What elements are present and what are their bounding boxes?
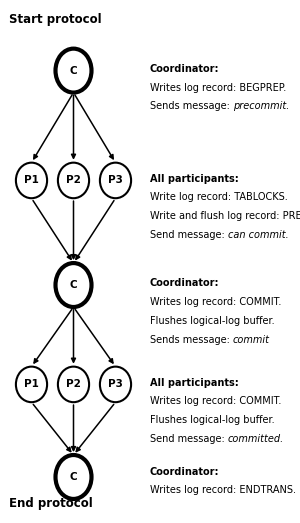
Text: C: C xyxy=(70,65,77,76)
Text: P3: P3 xyxy=(108,379,123,390)
Text: Flushes logical-log buffer.: Flushes logical-log buffer. xyxy=(150,415,274,425)
Text: Sends message:: Sends message: xyxy=(150,101,233,111)
Text: committed.: committed. xyxy=(228,434,284,444)
Text: Write and flush log record: PREPARE.: Write and flush log record: PREPARE. xyxy=(150,211,300,221)
Text: P3: P3 xyxy=(108,175,123,186)
Text: C: C xyxy=(70,280,77,290)
Ellipse shape xyxy=(56,49,92,93)
Text: Writes log record: COMMIT.: Writes log record: COMMIT. xyxy=(150,396,281,406)
Text: Writes log record: BEGPREP.: Writes log record: BEGPREP. xyxy=(150,83,286,93)
Text: End protocol: End protocol xyxy=(9,497,93,510)
Text: Coordinator:: Coordinator: xyxy=(150,467,220,476)
Ellipse shape xyxy=(58,367,89,402)
Text: commit: commit xyxy=(233,335,270,345)
Text: P2: P2 xyxy=(66,379,81,390)
Ellipse shape xyxy=(56,455,92,499)
Text: Coordinator:: Coordinator: xyxy=(150,278,220,288)
Text: Coordinator:: Coordinator: xyxy=(150,64,220,74)
Text: P2: P2 xyxy=(66,175,81,186)
Text: Writes log record: ENDTRANS.: Writes log record: ENDTRANS. xyxy=(150,485,296,495)
Text: Sends message:: Sends message: xyxy=(150,335,233,345)
Text: can commit.: can commit. xyxy=(228,230,289,240)
Text: Writes log record: COMMIT.: Writes log record: COMMIT. xyxy=(150,297,281,307)
Text: Send message:: Send message: xyxy=(150,230,228,240)
Text: P1: P1 xyxy=(24,175,39,186)
Text: precommit.: precommit. xyxy=(233,101,290,111)
Ellipse shape xyxy=(100,163,131,198)
Text: All participants:: All participants: xyxy=(150,378,239,388)
Text: Send message:: Send message: xyxy=(150,434,228,444)
Text: P1: P1 xyxy=(24,379,39,390)
Text: Flushes logical-log buffer.: Flushes logical-log buffer. xyxy=(150,316,274,326)
Ellipse shape xyxy=(100,367,131,402)
Text: C: C xyxy=(70,472,77,482)
Text: Start protocol: Start protocol xyxy=(9,13,102,26)
Text: Write log record: TABLOCKS.: Write log record: TABLOCKS. xyxy=(150,192,288,202)
Ellipse shape xyxy=(56,263,92,307)
Text: All participants:: All participants: xyxy=(150,174,239,184)
Ellipse shape xyxy=(16,163,47,198)
Ellipse shape xyxy=(16,367,47,402)
Ellipse shape xyxy=(58,163,89,198)
